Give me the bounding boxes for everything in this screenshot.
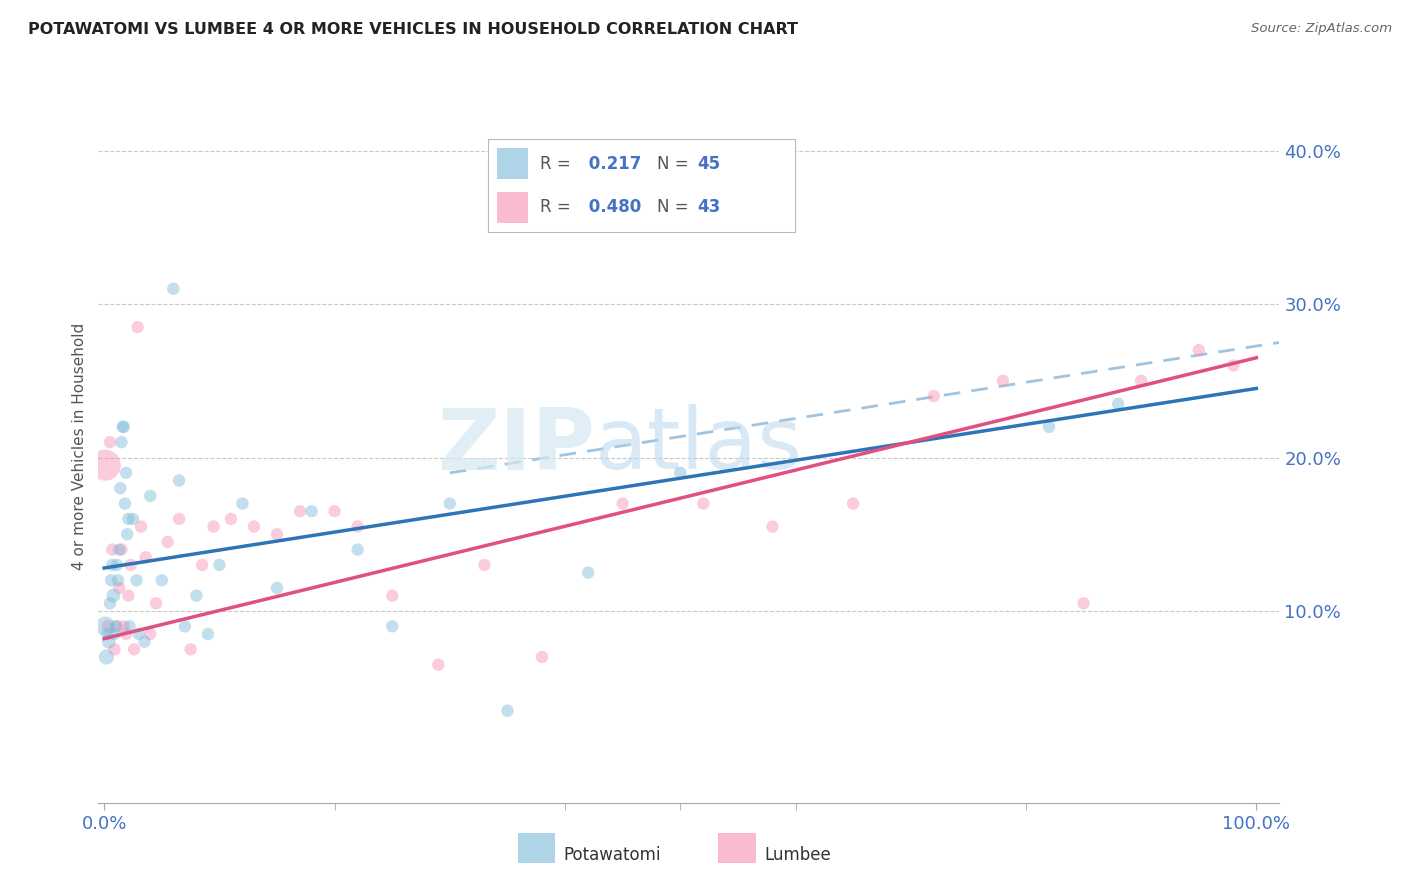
Point [108,581,131,595]
Point [922,389,945,403]
Point [1222,359,1244,373]
Point [202,519,225,533]
Point [104,619,127,633]
Point [115,627,138,641]
Point [122,512,145,526]
Point [531,650,554,665]
Point [98,435,121,450]
Point [219,512,242,526]
Point [1073,596,1095,610]
Point [243,519,266,533]
Point [156,535,179,549]
Point [122,642,145,657]
Point [439,497,461,511]
Point [612,497,634,511]
Point [266,527,288,541]
Point [139,627,162,641]
Point [97,619,120,633]
Point [134,634,156,648]
Point [346,542,368,557]
Point [117,589,139,603]
Point [115,527,138,541]
Point [105,558,128,572]
Point [1130,374,1153,388]
Point [266,581,288,595]
Y-axis label: 4 or more Vehicles in Household: 4 or more Vehicles in Household [72,322,87,570]
Point [100,574,122,588]
Point [103,589,125,603]
Point [125,574,148,588]
Point [381,619,404,633]
Point [496,704,519,718]
Point [1188,343,1211,357]
Point [191,558,214,572]
Point [96,650,118,665]
Point [145,596,167,610]
Point [118,619,141,633]
Point [474,558,496,572]
Point [208,558,231,572]
Point [167,512,190,526]
Point [180,642,202,657]
Point [110,542,132,557]
Point [101,558,124,572]
Point [692,497,714,511]
Text: Source: ZipAtlas.com: Source: ZipAtlas.com [1251,22,1392,36]
Point [991,374,1014,388]
Text: Lumbee: Lumbee [765,846,831,863]
Point [167,474,190,488]
Point [288,504,311,518]
Point [323,504,346,518]
Text: ZIP: ZIP [437,404,595,488]
Point [115,466,138,480]
Point [98,596,121,610]
Point [110,481,132,495]
Point [117,512,139,526]
Point [162,282,184,296]
Point [107,574,129,588]
Point [103,642,125,657]
Bar [517,833,555,863]
Point [94,619,117,633]
Bar [718,833,756,863]
Point [94,458,117,473]
Point [108,542,131,557]
Point [842,497,865,511]
Point [120,558,142,572]
Point [97,627,120,641]
Point [346,519,368,533]
Point [129,519,152,533]
Point [1038,419,1060,434]
Point [381,589,404,603]
Point [301,504,323,518]
Point [576,566,599,580]
Point [111,419,134,434]
Point [105,619,128,633]
Point [197,627,219,641]
Point [173,619,195,633]
Point [1107,397,1129,411]
Point [139,489,162,503]
Point [427,657,450,672]
Point [231,497,253,511]
Point [103,627,125,641]
Point [127,320,149,334]
Point [110,435,132,450]
Point [761,519,783,533]
Text: POTAWATOMI VS LUMBEE 4 OR MORE VEHICLES IN HOUSEHOLD CORRELATION CHART: POTAWATOMI VS LUMBEE 4 OR MORE VEHICLES … [28,22,799,37]
Point [150,574,173,588]
Point [112,619,135,633]
Point [112,419,135,434]
Text: atlas: atlas [595,404,803,488]
Point [669,466,692,480]
Point [186,589,208,603]
Point [135,550,157,565]
Point [128,627,150,641]
Point [101,542,124,557]
Point [97,634,120,648]
Text: Potawatomi: Potawatomi [564,846,661,863]
Point [114,497,136,511]
